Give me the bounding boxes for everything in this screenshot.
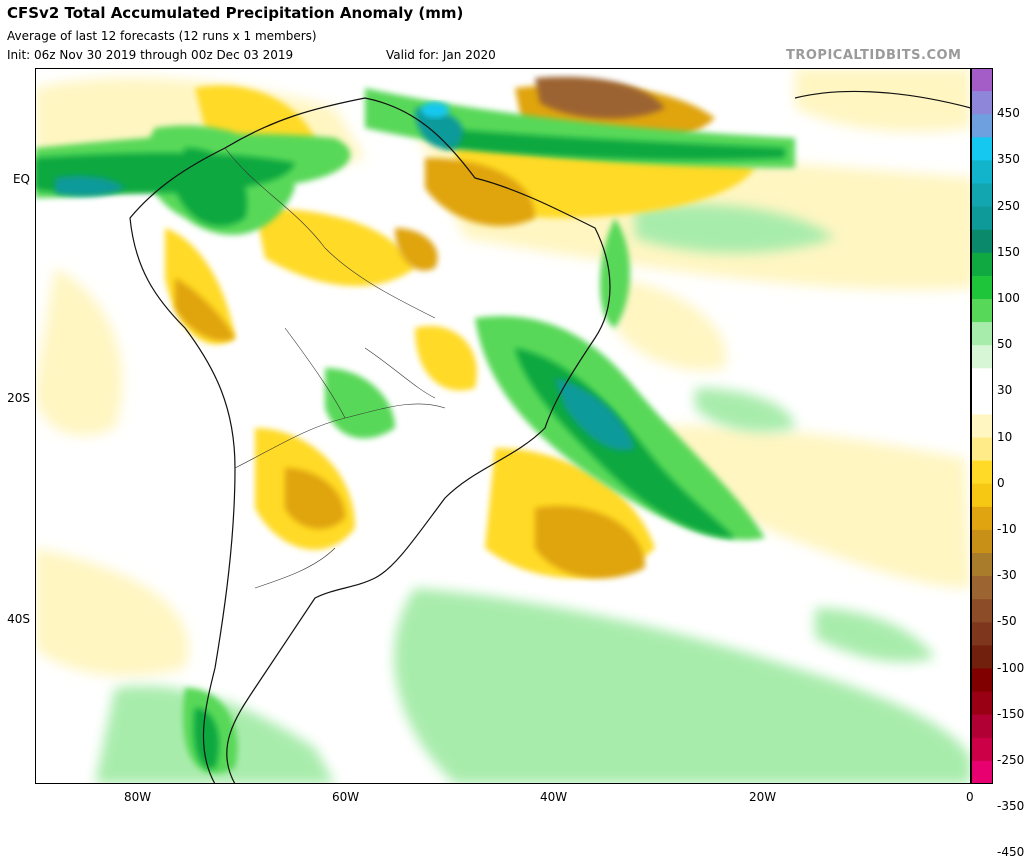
legend-swatch xyxy=(971,437,993,462)
dry-anomaly-extreme xyxy=(535,76,665,119)
legend-swatch xyxy=(971,668,993,693)
map-frame xyxy=(35,68,971,784)
legend-swatch xyxy=(971,114,993,138)
wet-anomaly-peak xyxy=(421,102,449,118)
lat-label-eq: EQ xyxy=(12,172,30,186)
legend-swatch xyxy=(971,275,993,300)
legend-swatch xyxy=(971,298,993,323)
lon-label-20w: 20W xyxy=(749,790,777,804)
legend-label: 50 xyxy=(997,337,1013,352)
legend-swatch xyxy=(971,183,993,208)
country-borders xyxy=(224,147,446,589)
legend-label: -150 xyxy=(997,706,1024,721)
legend-label: 250 xyxy=(997,198,1020,213)
precip-anomaly-map xyxy=(35,68,971,784)
legend-label: 0 xyxy=(997,475,1005,490)
legend-label: 30 xyxy=(997,383,1013,398)
legend-swatch xyxy=(971,345,993,369)
legend-label: -10 xyxy=(997,521,1017,536)
legend-swatch xyxy=(971,483,993,508)
legend-label: -350 xyxy=(997,799,1024,814)
legend-swatch xyxy=(971,206,993,231)
lon-label-40w: 40W xyxy=(540,790,568,804)
legend-swatch xyxy=(971,691,993,716)
legend-swatch xyxy=(971,391,993,415)
lat-label-20s: 20S xyxy=(7,391,30,405)
brand-watermark: TROPICALTIDBITS.COM xyxy=(786,48,962,63)
init-time: Init: 06z Nov 30 2019 through 00z Dec 03… xyxy=(7,48,294,62)
legend-swatch xyxy=(971,576,993,600)
valid-time: Valid for: Jan 2020 xyxy=(386,48,496,62)
legend-swatch xyxy=(971,529,993,554)
legend-swatch xyxy=(971,553,993,577)
legend-label: -450 xyxy=(997,845,1024,859)
legend-colorbar xyxy=(971,68,993,784)
legend-swatch xyxy=(971,460,993,485)
legend-label: -30 xyxy=(997,568,1017,583)
legend-swatch xyxy=(971,506,993,531)
legend-swatch xyxy=(971,322,993,346)
legend-label: -50 xyxy=(997,614,1017,629)
legend-label: 100 xyxy=(997,290,1020,305)
legend-label: 450 xyxy=(997,106,1020,121)
map-subtitle: Average of last 12 forecasts (12 runs x … xyxy=(7,29,317,43)
legend-swatch xyxy=(971,229,993,254)
legend-swatch xyxy=(971,252,993,277)
legend-label: 150 xyxy=(997,244,1020,259)
lat-label-40s: 40S xyxy=(7,612,30,626)
map-title: CFSv2 Total Accumulated Precipitation An… xyxy=(7,4,464,22)
wet-anomaly-light xyxy=(95,204,971,784)
coastlines xyxy=(129,90,971,784)
legend-label: 10 xyxy=(997,429,1013,444)
legend-swatch xyxy=(971,737,993,762)
legend-swatch xyxy=(971,760,993,784)
legend-swatch xyxy=(971,91,993,115)
legend-swatch xyxy=(971,68,993,92)
legend-swatch xyxy=(971,645,993,670)
legend-swatch xyxy=(971,599,993,623)
legend-frame xyxy=(971,68,993,784)
legend-swatch xyxy=(971,714,993,739)
legend-swatch xyxy=(971,414,993,439)
legend-swatch xyxy=(971,622,993,646)
lon-label-80w: 80W xyxy=(124,790,152,804)
lon-label-60w: 60W xyxy=(332,790,360,804)
legend-swatch xyxy=(971,368,993,392)
lon-label-0: 0 xyxy=(966,790,974,804)
legend-swatch xyxy=(971,137,993,161)
wet-anomaly-extreme xyxy=(55,108,635,451)
legend-swatch xyxy=(971,160,993,184)
legend-label: 350 xyxy=(997,152,1020,167)
legend-label: -100 xyxy=(997,660,1024,675)
legend-label: -250 xyxy=(997,752,1024,767)
